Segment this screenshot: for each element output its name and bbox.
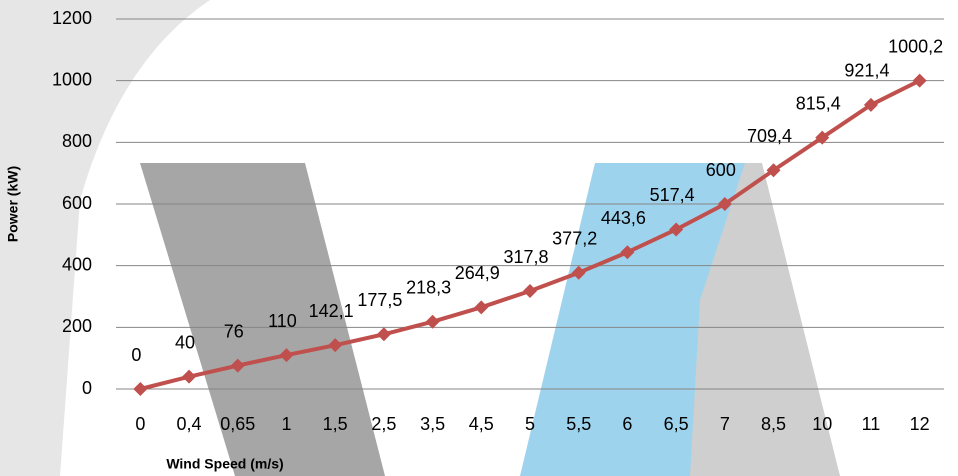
data-point xyxy=(279,348,294,363)
data-point xyxy=(425,314,440,329)
data-point xyxy=(523,284,537,299)
data-label: 110 xyxy=(268,311,297,331)
x-tick-label: 8,5 xyxy=(761,414,786,434)
x-axis-title: Wind Speed (m/s) xyxy=(166,456,283,472)
data-point xyxy=(717,197,732,211)
data-point xyxy=(376,327,391,342)
data-point xyxy=(328,338,343,353)
x-tick-label: 3,5 xyxy=(420,414,445,434)
data-label: 443,6 xyxy=(601,208,646,228)
x-tick-label: 1,5 xyxy=(323,414,348,434)
data-label: 142,1 xyxy=(309,301,354,321)
data-point xyxy=(815,130,830,145)
data-label: 76 xyxy=(224,321,244,341)
background-shape xyxy=(690,163,840,476)
data-point xyxy=(474,300,489,315)
data-label: 1000,2 xyxy=(888,36,943,56)
background-shape xyxy=(140,163,385,476)
data-label: 377,2 xyxy=(552,228,597,248)
y-tick-label: 400 xyxy=(62,254,92,274)
data-point xyxy=(571,265,586,280)
y-tick-label: 200 xyxy=(62,316,92,336)
data-label: 40 xyxy=(175,332,195,352)
x-tick-label: 5 xyxy=(525,414,535,434)
background-shape xyxy=(0,0,210,476)
x-tick-label: 2,5 xyxy=(371,414,396,434)
x-tick-label: 1 xyxy=(281,414,291,434)
x-tick-label: 0 xyxy=(135,414,145,434)
x-tick-label: 5,5 xyxy=(566,414,591,434)
data-point xyxy=(766,163,781,178)
x-tick-label: 11 xyxy=(862,414,881,434)
data-label: 921,4 xyxy=(844,61,889,81)
x-tick-label: 6,5 xyxy=(664,414,689,434)
data-label: 815,4 xyxy=(796,93,841,113)
data-point xyxy=(669,222,684,237)
data-point xyxy=(863,97,878,112)
x-tick-label: 12 xyxy=(910,414,930,434)
data-point xyxy=(912,73,927,88)
data-point xyxy=(230,358,245,373)
y-tick-label: 1200 xyxy=(52,8,92,28)
data-point xyxy=(182,369,197,384)
x-tick-label: 4,5 xyxy=(469,414,494,434)
data-label: 600 xyxy=(706,160,736,180)
data-label: 218,3 xyxy=(406,277,451,297)
y-axis-title: Power (kW) xyxy=(5,166,21,242)
data-point xyxy=(620,245,635,260)
x-tick-label: 0,65 xyxy=(220,414,255,434)
y-tick-label: 600 xyxy=(62,193,92,213)
data-label: 177,5 xyxy=(357,290,402,310)
y-tick-label: 800 xyxy=(62,131,92,151)
y-tick-label: 0 xyxy=(82,378,92,398)
x-tick-label: 0,4 xyxy=(177,414,202,434)
x-tick-label: 6 xyxy=(622,414,632,434)
x-tick-label: 10 xyxy=(812,414,832,434)
y-tick-label: 1000 xyxy=(52,69,92,89)
data-label: 517,4 xyxy=(650,185,695,205)
x-tick-label: 7 xyxy=(720,414,730,434)
data-label: 0 xyxy=(131,345,141,365)
data-point xyxy=(133,382,148,396)
data-label: 709,4 xyxy=(747,126,792,146)
data-label: 317,8 xyxy=(503,247,548,267)
data-label: 264,9 xyxy=(455,263,500,283)
